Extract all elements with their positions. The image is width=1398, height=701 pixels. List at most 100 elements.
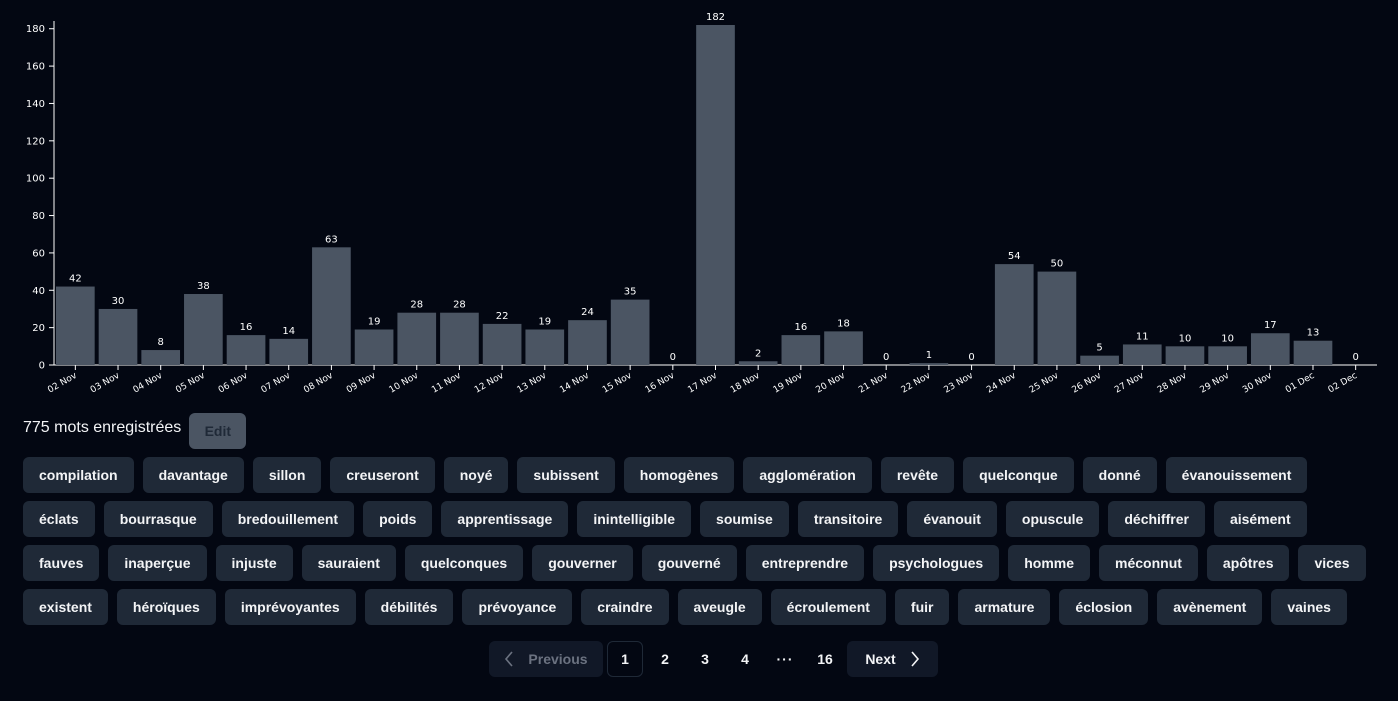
page-4-button[interactable]: 4 [741,651,749,667]
bar[interactable] [1165,346,1205,365]
x-tick-label: 12 Nov [473,371,506,396]
page-3-button[interactable]: 3 [701,651,709,667]
bar[interactable] [738,361,778,365]
bar[interactable] [994,264,1034,365]
bar[interactable] [482,323,522,365]
bar[interactable] [1293,340,1333,365]
next-button[interactable]: Next [847,641,938,677]
bar[interactable] [696,25,735,365]
bar[interactable] [1208,346,1247,365]
word-chip[interactable]: quelconques [404,545,524,581]
word-chip[interactable]: méconnut [1099,545,1198,581]
word-chip[interactable]: transitoire [797,501,899,537]
page-1-button[interactable]: 1 [607,641,643,677]
word-chip[interactable]: héroïques [116,589,216,625]
word-chip[interactable]: évanouit [907,501,997,537]
word-chip[interactable]: écroulement [770,589,886,625]
word-chip[interactable]: psychologues [873,545,1000,581]
word-chip[interactable]: entreprendre [745,545,865,581]
bar[interactable] [1122,344,1162,365]
word-chip[interactable]: apôtres [1206,545,1290,581]
bar[interactable] [226,335,266,365]
word-chip[interactable]: fuir [894,589,950,625]
bar-value-label: 28 [410,300,423,311]
bar[interactable] [568,320,607,365]
bar[interactable] [1037,271,1077,365]
word-chip[interactable]: vaines [1271,589,1347,625]
bar[interactable] [525,329,565,365]
word-chip[interactable]: sillon [252,457,322,493]
word-chip[interactable]: homme [1008,545,1091,581]
word-chip[interactable]: aisément [1213,501,1307,537]
edit-button[interactable]: Edit [189,413,247,449]
word-chip[interactable]: donné [1082,457,1157,493]
word-chip[interactable]: craindre [581,589,669,625]
word-chip[interactable]: bourrasque [103,501,213,537]
word-chip[interactable]: aveugle [677,589,762,625]
bar-value-label: 50 [1051,259,1064,270]
word-chip[interactable]: opuscule [1005,501,1100,537]
word-chip[interactable]: vices [1298,545,1366,581]
word-chip[interactable]: homogènes [623,457,735,493]
bar-value-label: 10 [1179,333,1192,344]
bar[interactable] [1250,333,1290,365]
bar[interactable] [269,338,309,365]
word-chip[interactable]: armature [958,589,1051,625]
bar-value-label: 0 [883,352,889,363]
bar[interactable] [1080,355,1119,365]
word-chip[interactable]: creuseront [330,457,435,493]
word-chip[interactable]: déchiffrer [1108,501,1205,537]
bar[interactable] [909,363,949,365]
word-chip[interactable]: imprévoyantes [224,589,356,625]
word-chip[interactable]: inaperçue [108,545,207,581]
bar-value-label: 24 [581,307,594,318]
bar[interactable] [440,312,479,365]
y-tick-label: 60 [32,248,45,259]
bar-value-label: 54 [1008,251,1021,262]
bar[interactable] [610,299,650,365]
word-chip[interactable]: agglomération [743,457,872,493]
bar[interactable] [184,294,223,365]
word-chip[interactable]: subissent [517,457,615,493]
bar-value-label: 13 [1307,328,1320,339]
bar[interactable] [56,286,95,365]
x-tick-label: 02 Dec [1327,371,1360,396]
word-chip[interactable]: prévoyance [462,589,573,625]
word-chip[interactable]: revête [880,457,955,493]
word-chip[interactable]: inintelligible [577,501,692,537]
page-2-button[interactable]: 2 [661,651,669,667]
word-chip[interactable]: apprentissage [441,501,569,537]
word-chip[interactable]: noyé [443,457,509,493]
bar[interactable] [397,312,437,365]
word-count-text: 775 mots enregistrées [23,419,182,436]
word-chip[interactable]: éclosion [1059,589,1149,625]
word-chip[interactable]: injuste [215,545,293,581]
word-chip[interactable]: existent [23,589,108,625]
x-tick-label: 06 Nov [217,371,250,396]
word-chip[interactable]: gouverner [532,545,633,581]
word-chip[interactable]: fauves [23,545,100,581]
bar[interactable] [824,331,863,365]
word-chip[interactable]: soumise [700,501,789,537]
bar[interactable] [354,329,394,365]
bar-value-label: 2 [755,348,761,359]
previous-button[interactable]: Previous [489,641,603,677]
word-chip[interactable]: avènement [1157,589,1263,625]
word-chip[interactable]: quelconque [963,457,1074,493]
word-chip[interactable]: éclats [23,501,95,537]
bar[interactable] [312,247,351,365]
bar[interactable] [781,335,821,365]
word-chip[interactable]: compilation [23,457,134,493]
bar-value-label: 22 [496,311,509,322]
word-chip[interactable]: poids [363,501,433,537]
word-chip[interactable]: bredouillement [221,501,355,537]
bar[interactable] [98,308,138,365]
word-chip[interactable]: gouverné [641,545,737,581]
x-tick-label: 27 Nov [1113,371,1146,396]
word-chip[interactable]: davantage [142,457,244,493]
word-chip[interactable]: évanouissement [1165,457,1308,493]
word-chip[interactable]: sauraient [301,545,396,581]
bar[interactable] [141,350,181,365]
page-16-button[interactable]: 16 [817,651,833,667]
word-chip[interactable]: débilités [364,589,454,625]
